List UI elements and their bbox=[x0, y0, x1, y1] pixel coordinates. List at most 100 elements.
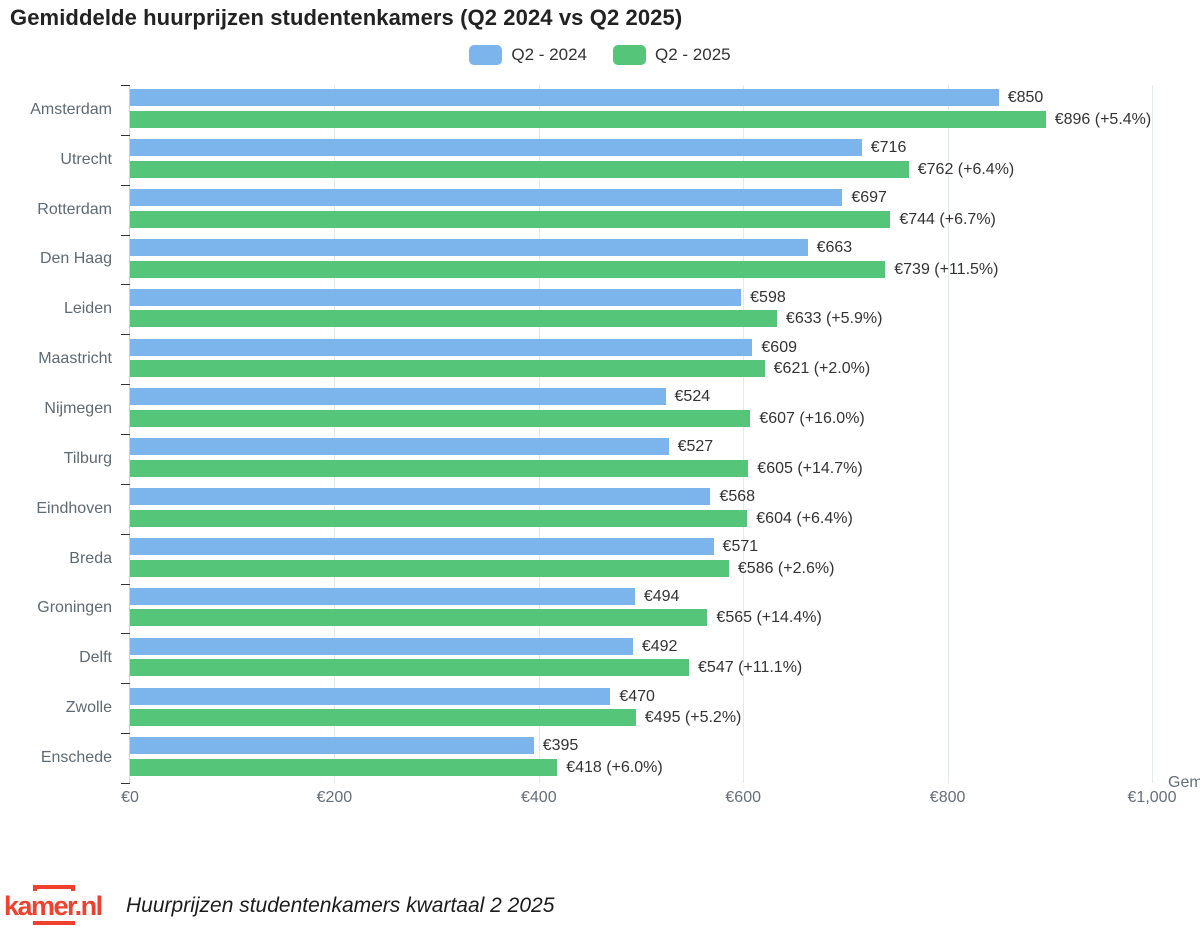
bar-row: €739 (+11.5%) bbox=[130, 260, 1152, 278]
y-axis-tick bbox=[121, 733, 130, 734]
category-axis: Amsterdam Utrecht Rotterdam Den Haag Leiden M… bbox=[0, 85, 120, 783]
y-axis-tick bbox=[121, 484, 130, 485]
bar-value-label: €621 (+2.0%) bbox=[773, 360, 871, 378]
logo-wordmark: kamer.nl bbox=[3, 891, 103, 921]
y-axis-tick bbox=[121, 534, 130, 535]
bar-value-label: €604 (+6.4%) bbox=[756, 509, 853, 527]
bar-q2-2025[interactable] bbox=[130, 559, 729, 577]
category-label: Tilburg bbox=[63, 449, 112, 467]
bar-value-label: €607 (+16.0%) bbox=[759, 410, 865, 428]
bar-value-label: €716 bbox=[870, 139, 907, 157]
bar-value-label: €565 (+14.4%) bbox=[716, 609, 822, 627]
bar-q2-2024[interactable] bbox=[130, 89, 999, 107]
bar-q2-2025[interactable] bbox=[130, 110, 1046, 128]
x-tick-label: €1,000 bbox=[1127, 789, 1177, 806]
gridline bbox=[743, 85, 745, 783]
category-row: Zwolle bbox=[0, 683, 120, 733]
bar-value-label: €494 bbox=[643, 587, 680, 605]
bar-value-label: €598 bbox=[750, 288, 786, 306]
bar-value-label: €495 (+5.2%) bbox=[644, 709, 742, 727]
bar-group: €663 €739 (+11.5%) bbox=[130, 235, 1152, 285]
gridline bbox=[334, 85, 336, 783]
kamer-nl-logo[interactable]: kamer.nl bbox=[2, 883, 114, 929]
bar-q2-2025[interactable] bbox=[130, 509, 748, 527]
bar-q2-2025[interactable] bbox=[130, 210, 891, 228]
bar-q2-2024[interactable] bbox=[130, 737, 534, 755]
bar-q2-2025[interactable] bbox=[130, 459, 749, 477]
bar-q2-2024[interactable] bbox=[130, 637, 633, 655]
bar-row: €571 bbox=[130, 537, 1152, 555]
bar-q2-2025[interactable] bbox=[130, 758, 558, 776]
bar-q2-2024[interactable] bbox=[130, 189, 843, 207]
bar-value-label: €492 bbox=[641, 637, 678, 655]
legend: Q2 - 2024 Q2 - 2025 bbox=[0, 42, 1200, 68]
bar-group: €850 €896 (+5.4%) bbox=[130, 85, 1152, 135]
bar-value-label: €547 (+11.1%) bbox=[698, 659, 803, 677]
bar-row: €565 (+14.4%) bbox=[130, 609, 1152, 627]
legend-swatch-icon bbox=[613, 45, 646, 65]
bar-q2-2025[interactable] bbox=[130, 609, 708, 627]
y-axis-ticks bbox=[121, 85, 130, 784]
bar-value-label: €605 (+14.7%) bbox=[757, 459, 863, 477]
y-axis-tick bbox=[121, 85, 130, 86]
legend-item-label: Q2 - 2025 bbox=[655, 45, 731, 64]
bar-group: €598 €633 (+5.9%) bbox=[130, 284, 1152, 334]
category-row: Breda bbox=[0, 534, 120, 584]
x-axis: €0 €200 €400 €600 €800 €1,000 bbox=[121, 789, 1176, 809]
bar-row: €607 (+16.0%) bbox=[130, 410, 1152, 428]
bar-q2-2025[interactable] bbox=[130, 659, 690, 677]
category-row: Utrecht bbox=[0, 135, 120, 185]
bar-q2-2025[interactable] bbox=[130, 160, 909, 178]
category-label: Rotterdam bbox=[37, 200, 112, 218]
bar-q2-2024[interactable] bbox=[130, 587, 635, 605]
bar-q2-2024[interactable] bbox=[130, 488, 711, 506]
bar-value-label: €850 bbox=[1007, 89, 1044, 107]
category-row: Maastricht bbox=[0, 334, 120, 384]
x-axis-title: Gem bbox=[1168, 774, 1200, 791]
bar-row: €492 bbox=[130, 637, 1152, 655]
bar-q2-2024[interactable] bbox=[130, 537, 714, 555]
plot-area: €850 €896 (+5.4%) €716 €762 (+6.4%) €697 €744… bbox=[130, 85, 1153, 783]
bar-q2-2024[interactable] bbox=[130, 288, 742, 306]
y-axis-tick bbox=[121, 135, 130, 136]
y-axis-tick bbox=[121, 783, 130, 784]
bar-row: €547 (+11.1%) bbox=[130, 659, 1152, 677]
legend-item-2024[interactable]: Q2 - 2024 bbox=[469, 45, 587, 65]
bar-group: €470 €495 (+5.2%) bbox=[130, 683, 1152, 733]
bar-row: €744 (+6.7%) bbox=[130, 210, 1152, 228]
y-axis-tick bbox=[121, 434, 130, 435]
bar-q2-2024[interactable] bbox=[130, 438, 669, 456]
category-row: Eindhoven bbox=[0, 484, 120, 534]
bar-row: €568 bbox=[130, 488, 1152, 506]
category-row: Enschede bbox=[0, 733, 120, 783]
bar-row: €524 bbox=[130, 388, 1152, 406]
bar-q2-2024[interactable] bbox=[130, 388, 666, 406]
bar-q2-2024[interactable] bbox=[130, 687, 611, 705]
y-axis-tick bbox=[121, 633, 130, 634]
category-row: Groningen bbox=[0, 583, 120, 633]
bar-q2-2024[interactable] bbox=[130, 238, 808, 256]
bar-q2-2025[interactable] bbox=[130, 360, 765, 378]
bar-row: €604 (+6.4%) bbox=[130, 509, 1152, 527]
bar-value-label: €663 bbox=[816, 238, 853, 256]
bar-group: €395 €418 (+6.0%) bbox=[130, 733, 1152, 783]
category-label: Nijmegen bbox=[44, 399, 112, 417]
category-label: Zwolle bbox=[65, 699, 112, 717]
bar-q2-2025[interactable] bbox=[130, 260, 886, 278]
bar-value-label: €571 bbox=[722, 537, 759, 555]
gridline bbox=[947, 85, 949, 783]
legend-item-2025[interactable]: Q2 - 2025 bbox=[613, 45, 731, 65]
bar-q2-2025[interactable] bbox=[130, 310, 777, 328]
bars-layer: €850 €896 (+5.4%) €716 €762 (+6.4%) €697 €744… bbox=[130, 85, 1152, 783]
bar-group: €492 €547 (+11.1%) bbox=[130, 633, 1152, 683]
bar-q2-2024[interactable] bbox=[130, 139, 862, 157]
bar-q2-2024[interactable] bbox=[130, 338, 753, 356]
bar-q2-2025[interactable] bbox=[130, 709, 636, 727]
bar-group: €609 €621 (+2.0%) bbox=[130, 334, 1152, 384]
gridline bbox=[1152, 85, 1153, 783]
bar-q2-2025[interactable] bbox=[130, 410, 751, 428]
category-row: Nijmegen bbox=[0, 384, 120, 434]
category-row: Tilburg bbox=[0, 434, 120, 484]
category-label: Amsterdam bbox=[30, 100, 112, 118]
y-axis-tick bbox=[121, 683, 130, 684]
